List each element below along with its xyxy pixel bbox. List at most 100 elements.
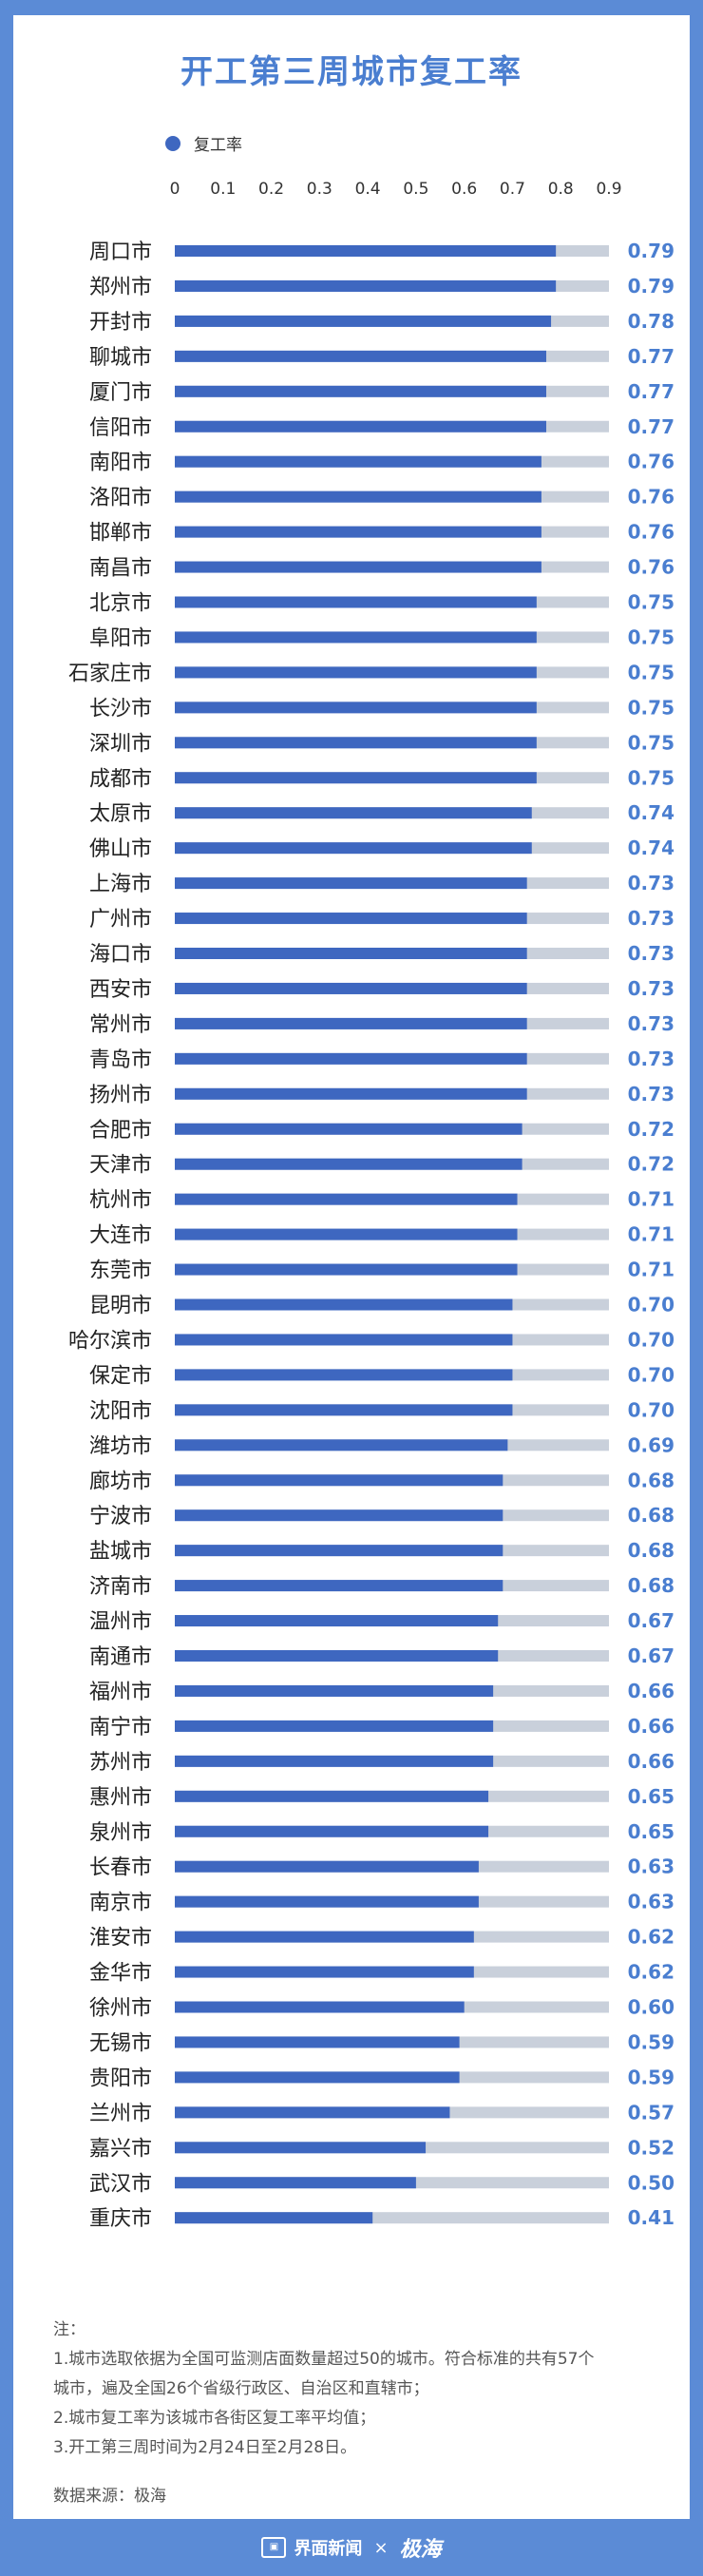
bar	[175, 1052, 527, 1065]
value-label: 0.77	[628, 380, 674, 403]
city-label: 扬州市	[89, 1084, 152, 1107]
city-label: 郑州市	[89, 276, 152, 299]
city-label: 大连市	[89, 1224, 152, 1248]
bar	[175, 702, 537, 714]
city-label: 温州市	[89, 1610, 152, 1634]
bar	[175, 526, 542, 538]
city-label: 金华市	[89, 1962, 152, 1986]
value-label: 0.66	[628, 1680, 674, 1702]
bar	[175, 350, 546, 362]
value-label: 0.69	[628, 1433, 674, 1456]
footer-brand-jihai: 极海	[399, 2537, 442, 2562]
chart-card: 开工第三周城市复工率 复工率 0 0.1 0.2 0.3 0.4 0.5 0.6 0.7 0.8…	[13, 15, 690, 2519]
bar-chart: 0 0.1 0.2 0.3 0.4 0.5 0.6 0.7 0.8 0.9 周口市 0.79 郑州市 0.…	[68, 180, 674, 2231]
value-label: 0.68	[628, 1504, 674, 1527]
city-label: 广州市	[89, 908, 152, 932]
bar	[175, 279, 557, 292]
value-label: 0.75	[628, 696, 674, 719]
city-label: 盐城市	[89, 1540, 152, 1564]
city-label: 青岛市	[89, 1048, 152, 1072]
value-label: 0.76	[628, 486, 674, 509]
city-label: 南宁市	[89, 1716, 152, 1740]
bar	[175, 490, 542, 503]
city-label: 上海市	[89, 873, 152, 896]
value-label: 0.68	[628, 1574, 674, 1597]
city-label: 厦门市	[89, 381, 152, 405]
note-line: 2.城市复工率为该城市各街区复工率平均值；	[53, 2409, 376, 2428]
value-label: 0.59	[628, 2030, 674, 2053]
footer-separator: ×	[373, 2537, 389, 2558]
bar	[175, 1298, 513, 1311]
bar	[175, 455, 542, 468]
bar	[175, 1580, 504, 1592]
city-label: 常州市	[89, 1013, 152, 1037]
city-label: 无锡市	[89, 2031, 152, 2055]
x-tick-label: 0.9	[596, 180, 621, 199]
legend-label: 复工率	[194, 136, 242, 155]
city-label: 泉州市	[89, 1821, 152, 1845]
city-label: 贵阳市	[89, 2067, 152, 2090]
value-label: 0.71	[628, 1223, 674, 1246]
city-label: 廊坊市	[89, 1470, 152, 1493]
value-label: 0.62	[628, 1961, 674, 1984]
city-label: 杭州市	[89, 1189, 152, 1213]
note-line: 1.城市选取依据为全国可监测店面数量超过50的城市。符合标准的共有57个	[53, 2350, 595, 2369]
bar	[175, 1650, 499, 1662]
bar	[175, 1263, 518, 1276]
bar	[175, 385, 546, 397]
bar	[175, 1158, 522, 1170]
x-tick-label: 0.4	[355, 180, 381, 199]
value-label: 0.71	[628, 1188, 674, 1211]
bar	[175, 596, 537, 608]
bar	[175, 2001, 465, 2013]
bar	[175, 1931, 474, 1943]
value-label: 0.70	[628, 1398, 674, 1421]
note-line: 城市，遍及全国26个省级行政区、自治区和直辖市；	[53, 2379, 429, 2398]
city-label: 济南市	[89, 1575, 152, 1599]
notes-heading: 注：	[53, 2320, 86, 2339]
value-label: 0.75	[628, 591, 674, 614]
bar	[175, 1684, 494, 1697]
value-label: 0.66	[628, 1750, 674, 1773]
bar	[175, 842, 532, 855]
x-tick-label: 0.8	[548, 180, 574, 199]
value-label: 0.68	[628, 1539, 674, 1562]
city-label: 北京市	[89, 592, 152, 616]
bar	[175, 1404, 513, 1416]
value-label: 0.73	[628, 1048, 674, 1070]
value-label: 0.73	[628, 907, 674, 930]
city-label: 开封市	[89, 311, 152, 335]
city-label: 淮安市	[89, 1927, 152, 1951]
value-label: 0.70	[628, 1294, 674, 1317]
city-label: 徐州市	[89, 1997, 152, 2021]
value-label: 0.74	[628, 801, 674, 824]
value-label: 0.68	[628, 1469, 674, 1491]
bar	[175, 1790, 489, 1802]
value-label: 0.73	[628, 1083, 674, 1105]
city-label: 东莞市	[89, 1259, 152, 1283]
city-label: 哈尔滨市	[68, 1329, 152, 1353]
city-label: 武汉市	[89, 2172, 152, 2196]
value-label: 0.72	[628, 1118, 674, 1141]
bar	[175, 1017, 527, 1029]
bar	[175, 1087, 527, 1100]
value-label: 0.78	[628, 310, 674, 333]
city-label: 深圳市	[89, 732, 152, 756]
x-tick-label: 0.6	[451, 180, 477, 199]
city-label: 长沙市	[89, 697, 152, 721]
city-label: 重庆市	[89, 2207, 152, 2231]
value-label: 0.74	[628, 836, 674, 859]
value-label: 0.67	[628, 1644, 674, 1667]
value-label: 0.60	[628, 1996, 674, 2019]
city-label: 南通市	[89, 1645, 152, 1669]
bar	[175, 2071, 460, 2084]
city-label: 沈阳市	[89, 1399, 152, 1423]
value-label: 0.76	[628, 556, 674, 579]
value-label: 0.75	[628, 661, 674, 683]
bar	[175, 1509, 504, 1522]
value-label: 0.77	[628, 345, 674, 368]
chart-title: 开工第三周城市复工率	[180, 53, 522, 91]
note-line: 3.开工第三周时间为2月24日至2月28日。	[53, 2438, 357, 2457]
bar	[175, 2036, 460, 2048]
city-label: 宁波市	[89, 1505, 152, 1528]
